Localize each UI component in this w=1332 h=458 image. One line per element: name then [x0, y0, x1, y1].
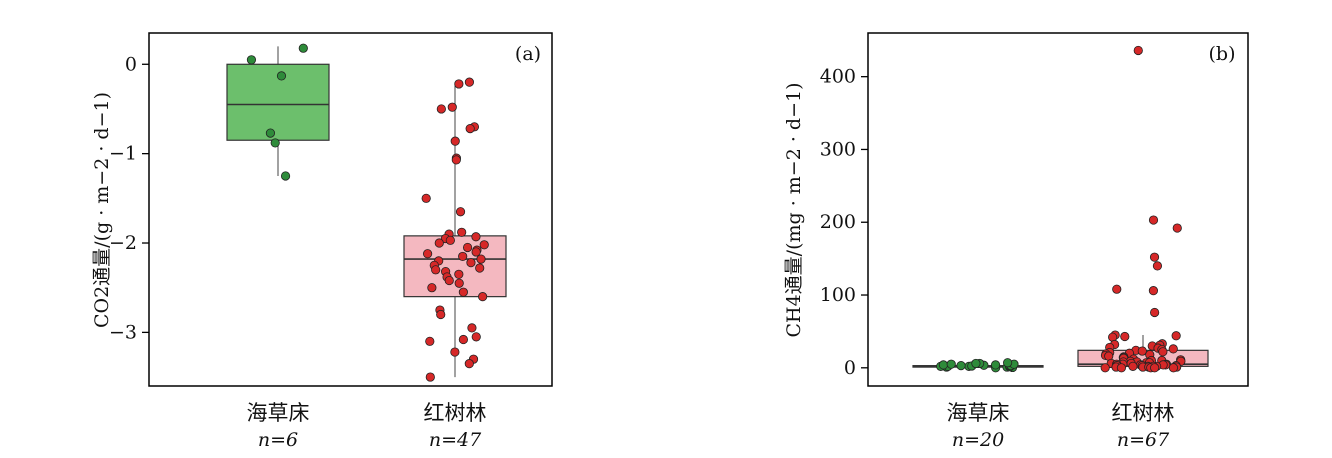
panel-a: 0 −1 −2 −3 (a) CO2通量/(g · m−2 · d−1) 海草床 红树… [91, 32, 553, 451]
data-point [265, 128, 276, 138]
y-tick-label: 400 [820, 66, 856, 88]
data-point [476, 254, 486, 264]
data-point [1172, 223, 1182, 233]
data-point [466, 258, 476, 268]
data-point [423, 249, 433, 259]
plot-marks [226, 43, 507, 382]
data-point [436, 309, 446, 320]
y-tick-label: 0 [125, 53, 137, 75]
data-point [280, 171, 291, 181]
data-point [458, 251, 468, 262]
n-label-1: n=67 [1117, 429, 1170, 451]
data-point [1150, 363, 1160, 373]
y-tick-label: 100 [820, 284, 856, 306]
data-point [1003, 358, 1013, 368]
data-point [471, 247, 481, 257]
y-axis-title: CH4通量/(mg · m−2 · d−1) [783, 82, 805, 337]
plot-frame [867, 32, 1249, 387]
data-point [971, 358, 981, 369]
y-tick-label: 200 [820, 211, 856, 233]
panel-b: 0 100 200 300 400 (b) CH4通量/(mg · m−2 · d−1)… [783, 32, 1249, 451]
data-point [464, 359, 474, 369]
data-point [454, 79, 464, 89]
data-point [946, 359, 956, 369]
y-tick-label: −3 [109, 321, 137, 343]
panel-label: (b) [1209, 43, 1236, 65]
y-axis: 0 −1 −2 −3 [109, 53, 149, 343]
data-point [1158, 347, 1168, 357]
data-point [445, 235, 455, 245]
group-label-1: 红树林 [424, 401, 487, 425]
data-point [1112, 284, 1122, 294]
group-label-1: 红树林 [1112, 401, 1175, 425]
data-point [457, 227, 467, 237]
panel-label: (a) [515, 43, 541, 65]
data-point [270, 138, 280, 148]
data-point [450, 136, 460, 146]
data-point [246, 55, 257, 65]
data-point [1149, 252, 1160, 262]
data-point [1152, 261, 1163, 271]
y-tick-label: 300 [820, 138, 856, 160]
data-point [956, 361, 966, 371]
y-axis-title: CO2通量/(g · m−2 · d−1) [91, 92, 113, 328]
data-point [467, 323, 477, 333]
n-label-0: n=20 [952, 429, 1004, 451]
data-point [455, 207, 466, 217]
data-point [451, 155, 461, 165]
data-point [425, 372, 435, 382]
group-label-0: 海草床 [247, 401, 310, 425]
y-tick-label: 0 [844, 357, 856, 379]
data-point [425, 336, 435, 346]
data-point [479, 240, 489, 250]
data-point [990, 360, 1001, 370]
data-point [458, 287, 468, 297]
data-point [1168, 363, 1179, 373]
data-point [1150, 307, 1160, 318]
data-point [462, 242, 473, 253]
data-point [1171, 331, 1181, 341]
data-point [444, 275, 454, 286]
y-axis: 0 100 200 300 400 [820, 66, 868, 379]
y-tick-label: −2 [109, 232, 137, 254]
data-point [276, 71, 287, 81]
data-point [475, 263, 485, 273]
data-point [1128, 361, 1138, 371]
data-point [431, 265, 441, 275]
data-point [454, 278, 464, 288]
data-point [434, 238, 444, 248]
n-label-1: n=47 [429, 429, 482, 451]
data-point [427, 283, 437, 293]
data-point [1148, 215, 1159, 225]
data-point [436, 104, 446, 114]
data-point [298, 43, 308, 53]
data-point [1168, 344, 1178, 354]
data-point [450, 347, 460, 357]
data-point [464, 77, 475, 87]
data-point [458, 334, 468, 345]
data-point [478, 292, 488, 302]
data-point [1148, 286, 1159, 296]
data-point [1120, 331, 1130, 342]
data-point [471, 232, 481, 242]
data-point [421, 193, 431, 203]
n-label-0: n=6 [258, 429, 298, 451]
data-point [471, 332, 481, 342]
data-point [447, 102, 457, 112]
y-tick-label: −1 [109, 143, 137, 165]
data-point [465, 124, 475, 134]
data-point [1133, 45, 1143, 56]
data-point [1100, 363, 1110, 373]
plot-marks [912, 45, 1209, 373]
data-point [1116, 363, 1127, 373]
box [403, 235, 507, 298]
plot-frame [148, 32, 553, 387]
group-label-0: 海草床 [947, 401, 1010, 425]
data-point [1137, 346, 1147, 356]
data-point [938, 360, 949, 370]
data-point [454, 269, 464, 279]
